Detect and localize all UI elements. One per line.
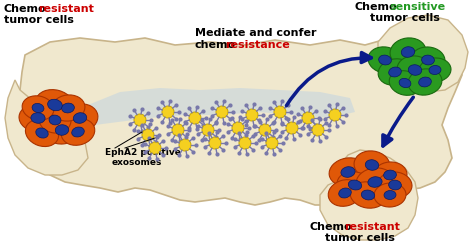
Ellipse shape <box>329 158 367 186</box>
Ellipse shape <box>32 103 44 112</box>
Ellipse shape <box>389 67 401 77</box>
Ellipse shape <box>339 188 351 198</box>
Text: Chemo: Chemo <box>4 4 46 14</box>
Ellipse shape <box>350 182 386 208</box>
Ellipse shape <box>389 180 401 190</box>
Ellipse shape <box>379 55 392 65</box>
Ellipse shape <box>47 99 63 111</box>
Circle shape <box>189 112 201 124</box>
Circle shape <box>274 106 286 118</box>
Ellipse shape <box>422 55 434 65</box>
Ellipse shape <box>26 120 59 147</box>
Ellipse shape <box>383 170 396 180</box>
Circle shape <box>202 124 214 136</box>
Ellipse shape <box>384 191 396 200</box>
Ellipse shape <box>354 151 390 179</box>
Text: tumor cells: tumor cells <box>4 15 74 25</box>
Circle shape <box>172 124 184 136</box>
Ellipse shape <box>348 180 362 190</box>
Text: tumor cells: tumor cells <box>370 13 440 23</box>
Circle shape <box>149 142 161 154</box>
Circle shape <box>302 112 314 124</box>
Ellipse shape <box>341 167 355 177</box>
Ellipse shape <box>419 77 431 87</box>
Ellipse shape <box>401 47 415 57</box>
Circle shape <box>286 122 298 134</box>
Ellipse shape <box>361 190 375 200</box>
Ellipse shape <box>397 56 433 84</box>
Polygon shape <box>5 80 88 175</box>
Ellipse shape <box>429 65 441 74</box>
Text: chemo: chemo <box>195 40 236 50</box>
Text: EphA2 positive: EphA2 positive <box>105 148 181 157</box>
Ellipse shape <box>378 59 412 85</box>
Ellipse shape <box>44 116 80 144</box>
Circle shape <box>142 129 154 141</box>
FancyArrowPatch shape <box>286 52 371 106</box>
Ellipse shape <box>55 125 69 135</box>
Circle shape <box>209 137 221 149</box>
Circle shape <box>312 124 324 136</box>
Ellipse shape <box>373 162 407 188</box>
Ellipse shape <box>390 38 426 66</box>
Ellipse shape <box>374 183 406 207</box>
Ellipse shape <box>73 113 87 123</box>
Text: Mediate and confer: Mediate and confer <box>195 28 317 38</box>
Ellipse shape <box>408 69 442 95</box>
FancyArrowPatch shape <box>383 97 413 146</box>
Circle shape <box>179 139 191 151</box>
Text: resistant: resistant <box>38 4 94 14</box>
Ellipse shape <box>62 103 74 113</box>
Ellipse shape <box>39 107 71 133</box>
Ellipse shape <box>337 172 373 198</box>
Circle shape <box>162 106 174 118</box>
Ellipse shape <box>61 119 95 145</box>
Text: resistant: resistant <box>344 222 400 232</box>
Text: sensitive: sensitive <box>389 2 445 12</box>
Ellipse shape <box>22 96 54 120</box>
Ellipse shape <box>35 90 75 120</box>
Ellipse shape <box>31 113 45 123</box>
Polygon shape <box>320 150 418 240</box>
Text: Chemo: Chemo <box>355 2 398 12</box>
Circle shape <box>216 106 228 118</box>
Ellipse shape <box>378 172 412 198</box>
Ellipse shape <box>356 168 394 196</box>
Ellipse shape <box>51 95 85 121</box>
Text: Chemo: Chemo <box>310 222 353 232</box>
Ellipse shape <box>411 47 445 73</box>
Circle shape <box>329 109 341 121</box>
Text: resistance: resistance <box>225 40 290 50</box>
Ellipse shape <box>328 180 362 206</box>
Text: exosomes: exosomes <box>112 158 163 167</box>
Circle shape <box>134 114 146 126</box>
Ellipse shape <box>72 127 84 137</box>
Ellipse shape <box>19 104 57 132</box>
Ellipse shape <box>368 177 382 187</box>
Ellipse shape <box>408 65 422 75</box>
Text: tumor cells: tumor cells <box>325 233 395 243</box>
Polygon shape <box>15 38 462 205</box>
Circle shape <box>239 137 251 149</box>
Circle shape <box>246 109 258 121</box>
Circle shape <box>232 122 244 134</box>
Ellipse shape <box>62 104 98 132</box>
Polygon shape <box>85 88 355 125</box>
Ellipse shape <box>368 47 402 73</box>
Ellipse shape <box>49 115 61 125</box>
Circle shape <box>259 124 271 136</box>
Ellipse shape <box>399 78 411 88</box>
Ellipse shape <box>389 71 421 95</box>
Ellipse shape <box>36 128 48 138</box>
Ellipse shape <box>365 160 379 170</box>
Ellipse shape <box>419 58 451 82</box>
Polygon shape <box>378 15 468 92</box>
Circle shape <box>266 137 278 149</box>
